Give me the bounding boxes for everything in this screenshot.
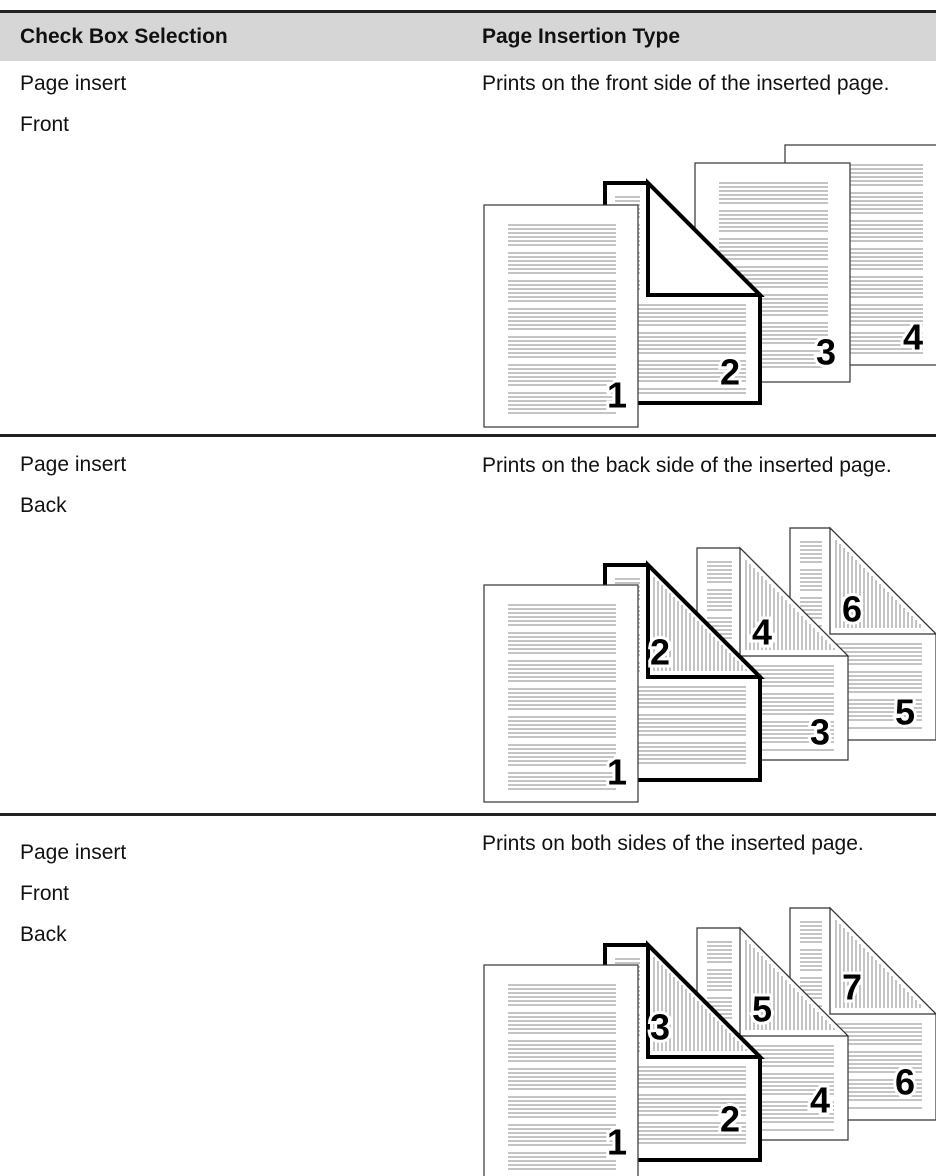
folded-corner (739, 926, 850, 1037)
page-number: 3 (650, 1007, 670, 1048)
page-number: 4 (752, 612, 772, 653)
selection-text: Page insert (20, 841, 127, 864)
page-number: 6 (842, 589, 862, 630)
row-divider (0, 813, 936, 816)
description: Prints on the back side of the inserted … (482, 454, 892, 477)
selection-text: Back (20, 494, 67, 517)
description: Prints on the front side of the inserted… (482, 72, 890, 95)
folded-corner (646, 940, 765, 1059)
selection-text: Back (20, 923, 67, 946)
folded-corner (646, 178, 765, 297)
page-number: 2 (720, 1099, 740, 1140)
selection-text: Page insert (20, 72, 127, 95)
page-number: 1 (607, 1122, 627, 1163)
description: Prints on both sides of the inserted pag… (482, 832, 864, 855)
page-number: 7 (842, 967, 862, 1008)
page-number: 4 (903, 317, 923, 358)
page-number: 6 (895, 1062, 915, 1103)
page-number: 2 (720, 352, 740, 393)
page-number: 4 (810, 1080, 830, 1121)
page-number: 2 (650, 632, 670, 673)
header-cell: Page Insertion Type (482, 25, 680, 48)
page-number: 5 (895, 692, 915, 733)
header-cell: Check Box Selection (20, 25, 228, 48)
page-number: 3 (810, 712, 830, 753)
page-number: 3 (816, 332, 836, 373)
page-figure: 1 2 3 4 5 6 (483, 526, 936, 803)
page-number: 5 (752, 989, 772, 1030)
selection-text: Front (20, 113, 70, 136)
page (483, 204, 639, 428)
table-header: Check Box Selection Page Insertion Type (0, 10, 936, 61)
page-figure: 1 2 3 4 5 6 7 (483, 906, 936, 1176)
selection-text: Page insert (20, 453, 127, 476)
folded-corner (739, 546, 850, 657)
row-divider (0, 434, 936, 437)
page-number: 1 (607, 752, 627, 793)
folded-corner (646, 560, 765, 679)
page-number: 1 (607, 375, 627, 416)
page-figure: 1 2 3 4 (483, 144, 936, 428)
selection-text: Front (20, 882, 70, 905)
